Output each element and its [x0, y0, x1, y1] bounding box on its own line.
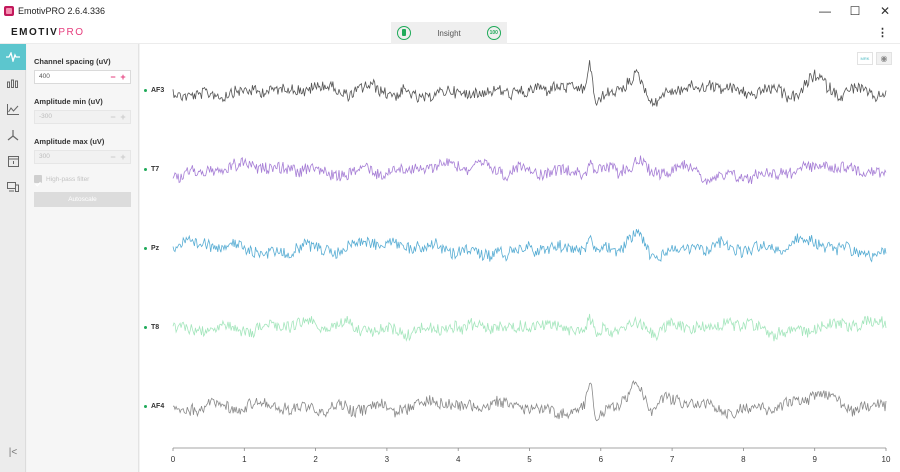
channel-name: Pz [151, 245, 160, 252]
sidebar-item-performance-metrics[interactable] [0, 96, 26, 122]
close-button[interactable]: ✕ [879, 4, 891, 18]
contact-quality-dot [144, 405, 147, 408]
channel-spacing-increment-button[interactable]: + [120, 72, 126, 82]
x-tick-label: 7 [670, 455, 675, 464]
channel-label-pz: Pz [144, 245, 159, 252]
amplitude-min-field[interactable]: -300 − + [34, 110, 131, 124]
amplitude-max-decrement-button[interactable]: − [110, 152, 116, 162]
motion-icon [7, 130, 19, 141]
channel-name: T7 [151, 166, 160, 173]
channel-spacing-decrement-button[interactable]: − [110, 72, 116, 82]
eeg-trace-t7 [172, 155, 887, 185]
app-logo-icon [4, 6, 14, 16]
channel-label-af3: AF3 [144, 87, 164, 94]
channel-name: AF3 [151, 87, 165, 94]
app-header: EMOTIVPRO Insight 100 ⋮ [0, 22, 900, 44]
high-pass-filter-checkbox[interactable] [34, 175, 42, 187]
recordings-icon [7, 155, 19, 167]
eye-icon[interactable]: ◉ [876, 52, 892, 65]
sidebar-item-devices[interactable] [0, 174, 26, 200]
channel-label-t8: T8 [144, 324, 159, 331]
kebab-menu-icon[interactable]: ⋮ [877, 27, 888, 39]
eeg-trace-t8 [172, 313, 887, 342]
raw-eeg-icon [6, 52, 20, 62]
channel-name: T8 [151, 324, 160, 331]
channel-spacing-value: 400 [39, 73, 50, 80]
contact-quality-dot [144, 168, 147, 171]
signal-quality-icon: 100 [486, 26, 501, 40]
marker-label: MRK [860, 56, 870, 61]
band-power-icon [7, 79, 18, 88]
amplitude-min-value: -300 [39, 113, 53, 120]
plot-toolbar: MRK ◉ [854, 52, 892, 65]
window-title: EmotivPRO 2.6.4.336 [18, 6, 106, 16]
autoscale-button[interactable]: Autoscale [34, 192, 131, 207]
checkmark-icon [35, 181, 41, 187]
high-pass-filter-row[interactable]: High-pass filter [34, 175, 90, 187]
battery-icon [397, 26, 412, 40]
amplitude-min-decrement-button[interactable]: − [110, 112, 116, 122]
contact-quality-dot [144, 89, 147, 92]
signal-quality-value: 100 [489, 30, 498, 36]
channel-name: AF4 [151, 403, 165, 410]
channel-label-t7: T7 [144, 166, 159, 173]
amplitude-min-label: Amplitude min (uV) [34, 97, 103, 106]
x-tick-label: 0 [171, 455, 176, 464]
amplitude-max-label: Amplitude max (uV) [34, 137, 105, 146]
eeg-trace-af3 [172, 60, 887, 108]
x-tick-label: 3 [385, 455, 390, 464]
sidebar-item-motion[interactable] [0, 122, 26, 148]
eeg-trace-af4 [173, 379, 887, 422]
amplitude-max-value: 300 [39, 153, 50, 160]
devices-icon [7, 182, 19, 192]
x-tick-label: 5 [527, 455, 532, 464]
headset-name: Insight [437, 28, 461, 38]
settings-panel: Channel spacing (uV) 400 − + Amplitude m… [27, 44, 139, 472]
eeg-trace-pz [172, 228, 887, 263]
minimize-button[interactable]: — [819, 4, 831, 18]
sidebar-item-raw-eeg[interactable] [0, 44, 26, 70]
x-tick-label: 4 [456, 455, 461, 464]
headset-status[interactable]: Insight 100 [391, 22, 507, 44]
performance-metrics-icon [7, 103, 19, 115]
amplitude-min-increment-button[interactable]: + [120, 112, 126, 122]
collapse-sidebar-button[interactable]: |< [8, 447, 18, 458]
sidebar-item-band-power[interactable] [0, 70, 26, 96]
x-tick-label: 6 [599, 455, 604, 464]
brand-logo: EMOTIVPRO [11, 27, 85, 38]
maximize-button[interactable]: ☐ [849, 4, 861, 18]
x-tick-label: 2 [313, 455, 318, 464]
channel-spacing-label: Channel spacing (uV) [34, 57, 111, 66]
channel-spacing-field[interactable]: 400 − + [34, 70, 131, 84]
title-bar: EmotivPRO 2.6.4.336 — ☐ ✕ [0, 0, 900, 22]
high-pass-filter-label: High-pass filter [46, 175, 90, 183]
eeg-plot-area[interactable]: 0 1 2 3 4 5 6 7 8 9 10 MRK ◉ AF3 T7 Pz T8 AF4 [140, 44, 900, 472]
x-tick-label: 9 [812, 455, 817, 464]
contact-quality-dot [144, 247, 147, 250]
eeg-chart: 0 1 2 3 4 5 6 7 8 9 10 [171, 60, 891, 464]
x-tick-label: 8 [741, 455, 746, 464]
amplitude-max-increment-button[interactable]: + [120, 152, 126, 162]
x-tick-label: 10 [882, 455, 891, 464]
amplitude-max-field[interactable]: 300 − + [34, 150, 131, 164]
sidebar-item-recordings[interactable] [0, 148, 26, 174]
window-controls: — ☐ ✕ [810, 0, 900, 22]
channel-label-af4: AF4 [144, 403, 164, 410]
contact-quality-dot [144, 326, 147, 329]
marker-button[interactable]: MRK [857, 52, 873, 65]
sidebar: |< [0, 44, 26, 472]
x-tick-label: 1 [242, 455, 247, 464]
